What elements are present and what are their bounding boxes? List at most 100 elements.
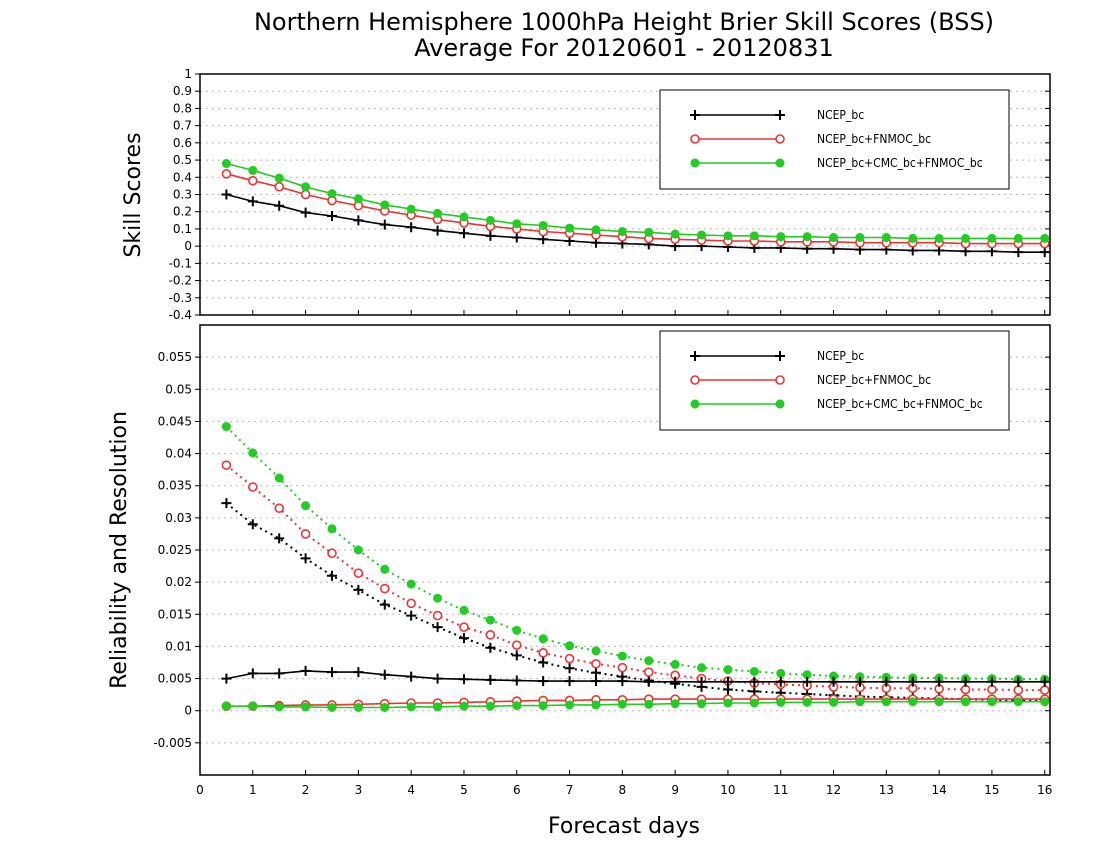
data-point bbox=[300, 207, 311, 218]
series-line bbox=[226, 670, 1045, 683]
data-point bbox=[274, 200, 285, 211]
data-point bbox=[829, 233, 839, 243]
data-point bbox=[855, 697, 865, 707]
data-point bbox=[512, 625, 522, 635]
series-0 bbox=[221, 189, 1050, 258]
data-point bbox=[617, 651, 627, 661]
data-point bbox=[881, 697, 891, 707]
series-5 bbox=[221, 697, 1050, 712]
y-tick-label: 0.5 bbox=[173, 153, 192, 167]
y-tick-label: -0.3 bbox=[169, 291, 192, 305]
x-tick-label: 4 bbox=[407, 783, 415, 797]
data-point bbox=[221, 159, 231, 169]
series-1 bbox=[221, 460, 1050, 695]
data-point bbox=[538, 648, 548, 658]
data-point bbox=[590, 667, 601, 678]
data-point bbox=[379, 583, 390, 594]
data-point bbox=[406, 204, 416, 214]
legend-marker bbox=[690, 399, 700, 409]
data-point bbox=[406, 222, 417, 233]
data-point bbox=[326, 570, 337, 581]
data-point bbox=[670, 659, 680, 669]
data-point bbox=[248, 701, 258, 711]
data-point bbox=[723, 698, 733, 708]
data-point bbox=[617, 227, 627, 237]
data-point bbox=[881, 676, 892, 687]
data-point bbox=[247, 175, 258, 186]
y-axis-title-bottom: Reliability and Resolution bbox=[107, 411, 132, 689]
series-line bbox=[225, 425, 1045, 681]
data-point bbox=[697, 699, 707, 709]
panel-skill-scores: -0.4 -0.3 -0.2 -0.1 0 0.1 0.2 0.3 0.4 0.5 0.6 0.7 0.… bbox=[169, 67, 1051, 322]
data-point bbox=[643, 676, 654, 687]
data-point bbox=[987, 233, 997, 243]
data-point bbox=[1013, 685, 1024, 695]
data-point bbox=[433, 702, 443, 712]
data-point bbox=[326, 667, 337, 678]
y-tick-label: 0.015 bbox=[158, 607, 192, 621]
data-point bbox=[432, 610, 443, 621]
y-tick-label: 0.9 bbox=[173, 84, 192, 98]
plot-frame bbox=[199, 73, 1051, 316]
data-point bbox=[961, 233, 971, 243]
data-point bbox=[934, 676, 945, 687]
data-point bbox=[301, 182, 311, 192]
data-point bbox=[538, 220, 548, 230]
series-line bbox=[225, 464, 1045, 692]
data-point bbox=[670, 676, 681, 687]
chart-marks: -0.4 -0.3 -0.2 -0.1 0 0.1 0.2 0.3 0.4 0.5 0.6 0.7 0.… bbox=[153, 67, 1052, 797]
x-tick-label: 10 bbox=[720, 783, 735, 797]
y-tick-label: 0 bbox=[184, 239, 192, 253]
data-point bbox=[300, 529, 311, 539]
data-point bbox=[1039, 676, 1050, 687]
data-point bbox=[458, 633, 469, 644]
data-point bbox=[221, 673, 232, 684]
data-point bbox=[907, 676, 918, 687]
legend-marker bbox=[690, 134, 700, 144]
data-point bbox=[590, 676, 601, 687]
data-point bbox=[564, 676, 575, 687]
data-point bbox=[379, 219, 390, 230]
data-point bbox=[459, 212, 469, 222]
data-point bbox=[274, 173, 284, 183]
panel-reliability-resolution: -0.005 0 0.005 0.01 0.015 0.02 0.025 0.03 0.035 0… bbox=[153, 324, 1052, 797]
data-point bbox=[459, 701, 469, 711]
data-point bbox=[248, 448, 258, 458]
y-tick-label: 0.055 bbox=[158, 350, 192, 364]
legend-label: NCEP_bc bbox=[817, 349, 864, 363]
data-point bbox=[749, 667, 759, 676]
data-point bbox=[749, 676, 760, 687]
data-point bbox=[538, 701, 548, 711]
legend-label: NCEP_bc+FNMOC_bc bbox=[817, 373, 931, 387]
x-tick-label: 2 bbox=[302, 783, 310, 797]
data-point bbox=[432, 225, 443, 236]
data-point bbox=[458, 228, 469, 239]
y-tick-label: -0.1 bbox=[169, 256, 192, 270]
data-point bbox=[432, 673, 443, 684]
legend-marker bbox=[775, 110, 785, 120]
legend: NCEP_bc NCEP_bc+FNMOC_bc NCEP_bc+CMC_bc+FN… bbox=[659, 89, 1010, 190]
data-point bbox=[1039, 247, 1050, 258]
data-point bbox=[854, 676, 865, 687]
data-point bbox=[934, 233, 944, 243]
data-point bbox=[538, 634, 548, 644]
y-tick-label: 0.03 bbox=[165, 511, 192, 525]
data-point bbox=[1013, 697, 1023, 707]
data-point bbox=[300, 189, 311, 200]
data-point bbox=[433, 593, 443, 603]
data-point bbox=[406, 579, 416, 589]
y-tick-label: 0.02 bbox=[165, 575, 192, 589]
data-point bbox=[749, 698, 759, 708]
legend-marker bbox=[690, 351, 700, 361]
data-point bbox=[829, 697, 839, 707]
data-point bbox=[934, 697, 944, 707]
data-point bbox=[511, 675, 522, 686]
data-point bbox=[485, 615, 495, 625]
data-point bbox=[247, 519, 258, 530]
data-point bbox=[511, 640, 522, 650]
data-point bbox=[247, 196, 258, 207]
data-point bbox=[327, 189, 337, 199]
data-point bbox=[591, 225, 601, 235]
x-tick-label: 9 bbox=[671, 783, 679, 797]
